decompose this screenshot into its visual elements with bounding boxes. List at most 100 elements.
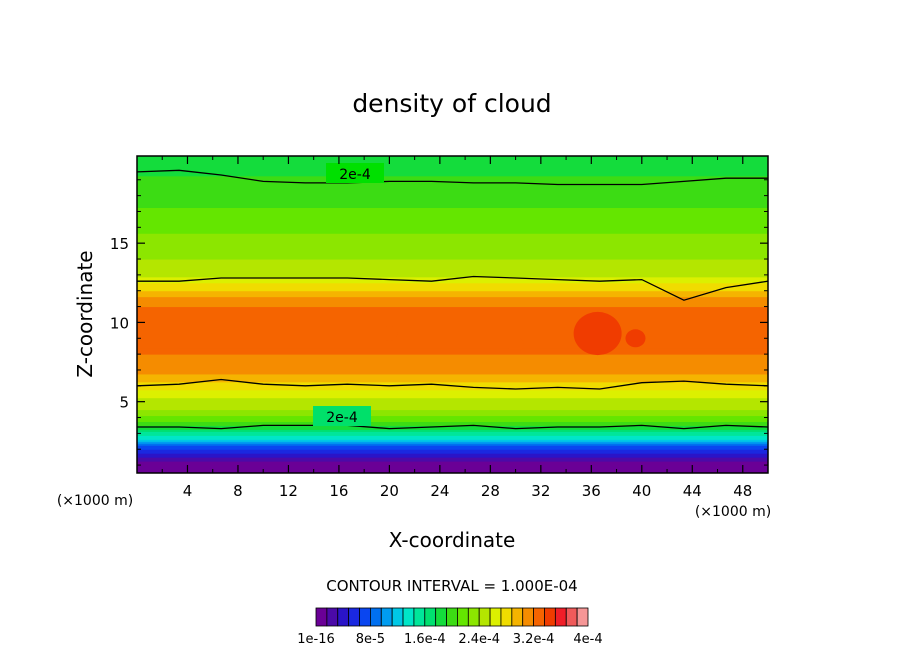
- density-band: [137, 298, 768, 302]
- density-band: [137, 399, 768, 403]
- density-band: [137, 345, 768, 349]
- density-band: [137, 377, 768, 381]
- density-band: [137, 353, 768, 357]
- density-band: [137, 171, 768, 175]
- density-band: [137, 347, 768, 351]
- density-band: [137, 468, 768, 472]
- density-band: [137, 222, 768, 226]
- x-tick-label: 40: [632, 482, 651, 500]
- density-band: [137, 258, 768, 262]
- density-band: [137, 262, 768, 266]
- density-maximum: [573, 311, 622, 356]
- density-band: [137, 379, 768, 383]
- density-band: [137, 224, 768, 228]
- density-band: [137, 161, 768, 165]
- colorbar-bin: [369, 607, 382, 627]
- density-band: [137, 375, 768, 379]
- density-band: [137, 193, 768, 197]
- density-band: [137, 165, 768, 169]
- colorbar-bin: [522, 607, 534, 627]
- colorbar-bin: [554, 607, 567, 627]
- density-band: [137, 173, 768, 177]
- density-band: [137, 236, 768, 240]
- x-tick-label: 16: [329, 482, 348, 500]
- density-band: [137, 189, 768, 193]
- density-band: [137, 210, 768, 214]
- density-band: [137, 314, 768, 317]
- colorbar: [315, 607, 589, 627]
- x-tick-label: 36: [582, 482, 601, 500]
- density-band: [137, 296, 768, 300]
- density-band: [137, 238, 768, 242]
- density-band: [137, 422, 768, 426]
- density-band: [137, 355, 768, 359]
- density-band: [137, 256, 768, 260]
- density-maximum: [381, 326, 398, 341]
- x-axis-ticks: 4 8 12 16 20 24 28 32 36 40 44 48: [161, 156, 752, 500]
- density-band: [137, 464, 768, 468]
- density-band: [137, 397, 768, 401]
- density-band: [137, 442, 768, 446]
- density-band: [137, 395, 768, 399]
- density-band: [137, 341, 768, 345]
- density-band: [137, 240, 768, 244]
- density-band: [137, 310, 768, 314]
- density-band: [137, 405, 768, 409]
- contour-line: [137, 424, 768, 430]
- colorbar-bin: [489, 607, 502, 627]
- density-band: [137, 177, 768, 181]
- colorbar-tick-label: 1.6e-4: [404, 632, 446, 647]
- density-band: [137, 381, 768, 385]
- density-band: [137, 357, 768, 361]
- density-band: [137, 361, 768, 365]
- density-band: [137, 246, 768, 250]
- x-tick-label: 8: [233, 482, 243, 500]
- plot-frame: [136, 155, 769, 474]
- colorbar-bin: [337, 607, 350, 627]
- density-band: [137, 195, 768, 199]
- density-band: [137, 371, 768, 375]
- density-band: [137, 203, 768, 207]
- density-band: [137, 185, 768, 189]
- plot-area: [137, 156, 768, 473]
- density-band: [137, 214, 768, 218]
- density-band: [137, 385, 768, 389]
- density-band: [137, 415, 768, 419]
- density-band: [137, 290, 768, 294]
- contour-line: [137, 275, 768, 301]
- y-unit-label: (×1000 m): [57, 493, 133, 509]
- density-band: [137, 218, 768, 222]
- x-tick-label: 48: [733, 482, 752, 500]
- colorbar-bin: [533, 607, 545, 627]
- x-tick-label: 12: [279, 482, 298, 500]
- density-band: [137, 462, 768, 466]
- density-band: [137, 420, 768, 424]
- density-band: [137, 274, 768, 278]
- density-band: [137, 272, 768, 276]
- x-tick-label: 44: [683, 482, 702, 500]
- density-band: [137, 232, 768, 236]
- density-band: [137, 197, 768, 201]
- density-band: [137, 448, 768, 452]
- density-band: [137, 466, 768, 470]
- density-band: [137, 268, 768, 272]
- density-band: [137, 444, 768, 448]
- contour-interval-text: CONTOUR INTERVAL = 1.000E-04: [326, 577, 577, 595]
- colorbar-bin: [500, 607, 513, 627]
- density-band: [137, 321, 768, 325]
- density-band: [137, 288, 768, 292]
- density-maximum: [507, 337, 524, 352]
- density-band: [137, 302, 768, 306]
- density-band: [137, 428, 768, 432]
- colorbar-tick-label: 1e-16: [297, 632, 335, 647]
- density-band: [137, 156, 768, 159]
- density-band: [137, 438, 768, 442]
- y-tick-label: 10: [110, 314, 129, 332]
- colorbar-bin: [326, 607, 339, 627]
- density-band: [137, 286, 768, 290]
- density-band: [137, 254, 768, 258]
- x-unit-label: (×1000 m): [695, 504, 771, 520]
- colorbar-bin: [413, 607, 426, 627]
- colorbar-bin: [576, 607, 589, 627]
